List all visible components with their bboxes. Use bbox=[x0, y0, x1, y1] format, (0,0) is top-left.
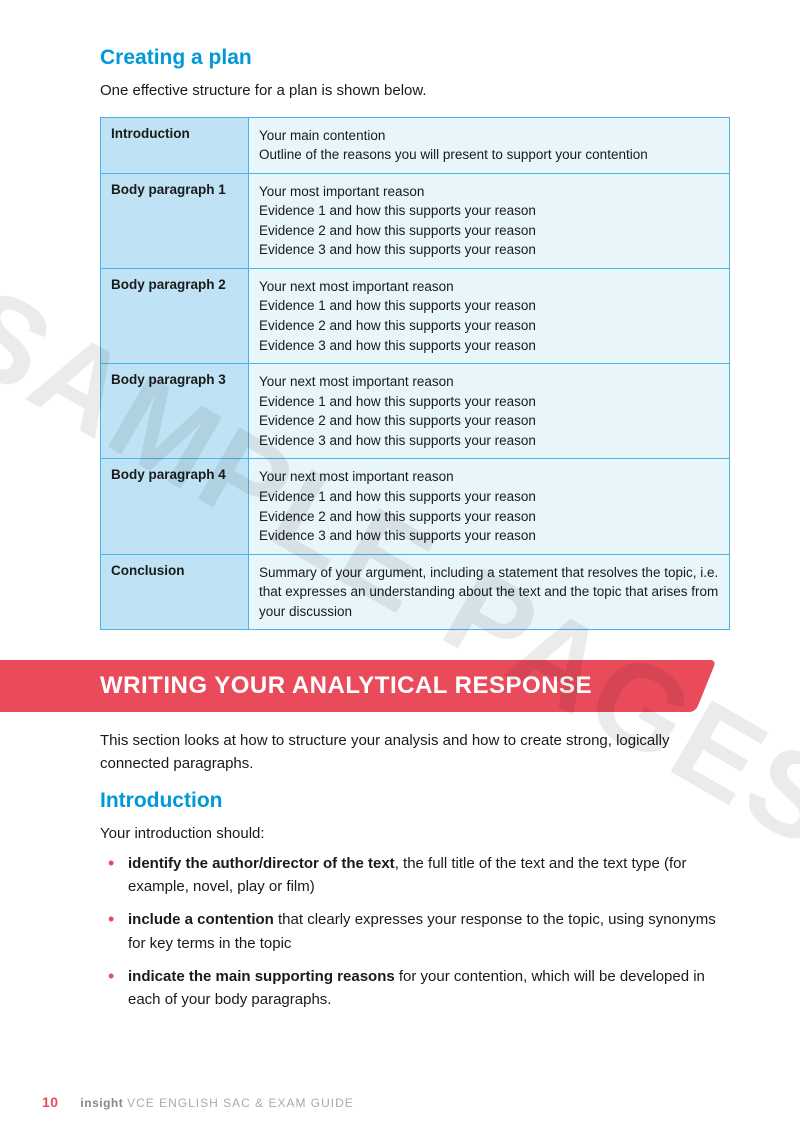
footer-brand: insight bbox=[80, 1096, 123, 1110]
table-row-content: Summary of your argument, including a st… bbox=[249, 554, 730, 630]
section2-intro: This section looks at how to structure y… bbox=[100, 730, 730, 775]
table-row: Body paragraph 1Your most important reas… bbox=[101, 173, 730, 268]
bullet-bold: identify the author/director of the text bbox=[128, 855, 395, 872]
table-row-label: Body paragraph 4 bbox=[101, 459, 249, 554]
table-row-content: Your next most important reasonEvidence … bbox=[249, 364, 730, 459]
table-row: IntroductionYour main contentionOutline … bbox=[101, 117, 730, 173]
table-row-label: Conclusion bbox=[101, 554, 249, 630]
section-banner-wrap: WRITING YOUR ANALYTICAL RESPONSE bbox=[0, 660, 680, 712]
table-row-content: Your main contentionOutline of the reaso… bbox=[249, 117, 730, 173]
intro-text-1: One effective structure for a plan is sh… bbox=[100, 80, 730, 103]
table-row: Body paragraph 2Your next most important… bbox=[101, 268, 730, 363]
table-row-label: Introduction bbox=[101, 117, 249, 173]
section-banner: WRITING YOUR ANALYTICAL RESPONSE bbox=[0, 660, 680, 712]
heading-creating-plan: Creating a plan bbox=[100, 46, 730, 70]
table-row-content: Your next most important reasonEvidence … bbox=[249, 459, 730, 554]
bullet-bold: include a contention bbox=[128, 911, 274, 928]
list-item: indicate the main supporting reasons for… bbox=[128, 965, 730, 1012]
list-item: identify the author/director of the text… bbox=[128, 852, 730, 899]
table-row: Body paragraph 3Your next most important… bbox=[101, 364, 730, 459]
table-row-label: Body paragraph 2 bbox=[101, 268, 249, 363]
bullet-bold: indicate the main supporting reasons bbox=[128, 968, 395, 985]
page-number: 10 bbox=[42, 1094, 59, 1110]
page-content: Creating a plan One effective structure … bbox=[0, 0, 800, 1011]
table-row-label: Body paragraph 3 bbox=[101, 364, 249, 459]
table-row-content: Your most important reasonEvidence 1 and… bbox=[249, 173, 730, 268]
heading-introduction: Introduction bbox=[100, 789, 730, 813]
table-row: Body paragraph 4Your next most important… bbox=[101, 459, 730, 554]
table-row: ConclusionSummary of your argument, incl… bbox=[101, 554, 730, 630]
bullet-list: identify the author/director of the text… bbox=[100, 852, 730, 1012]
intro-lead: Your introduction should: bbox=[100, 823, 730, 846]
list-item: include a contention that clearly expres… bbox=[128, 908, 730, 955]
banner-text: WRITING YOUR ANALYTICAL RESPONSE bbox=[100, 672, 592, 699]
footer-title-text: VCE ENGLISH SAC & EXAM GUIDE bbox=[127, 1096, 354, 1110]
page-footer: 10 insight VCE ENGLISH SAC & EXAM GUIDE bbox=[42, 1094, 354, 1110]
plan-table: IntroductionYour main contentionOutline … bbox=[100, 117, 730, 631]
table-row-content: Your next most important reasonEvidence … bbox=[249, 268, 730, 363]
table-row-label: Body paragraph 1 bbox=[101, 173, 249, 268]
